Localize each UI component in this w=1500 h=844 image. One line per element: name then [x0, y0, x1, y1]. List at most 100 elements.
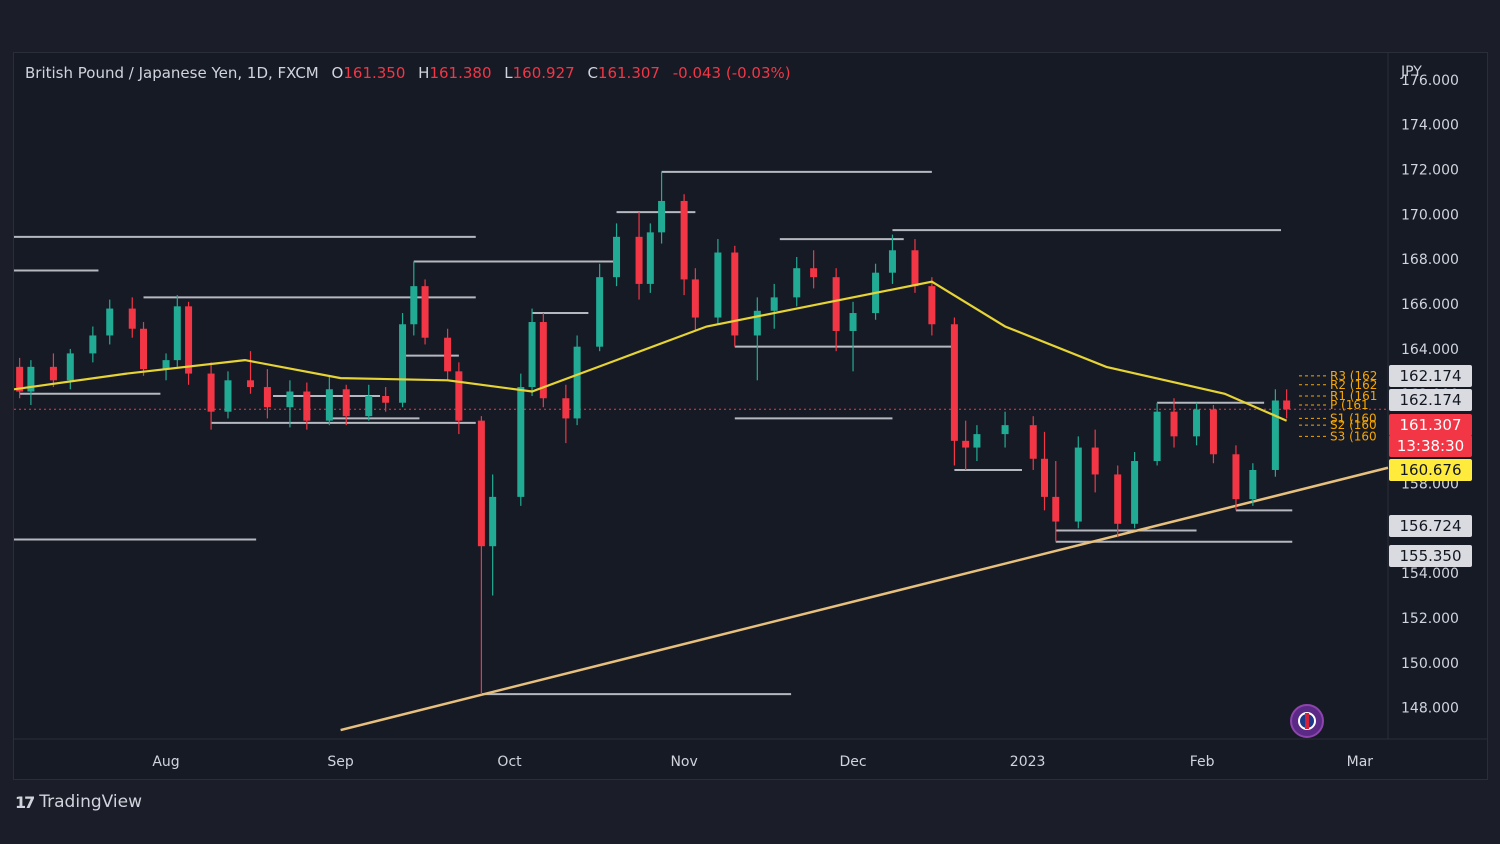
open-value: 161.350: [343, 64, 406, 82]
chart-panel[interactable]: R3 (162 R2 (162 R1 (161 P (161 S1 (160 S2 (16…: [13, 52, 1488, 780]
candle-body: [140, 328, 148, 370]
pivot-label: R3 (162: [1330, 369, 1377, 383]
y-tick-label: 166.000: [1401, 297, 1459, 313]
candle-body: [1193, 409, 1201, 437]
y-tick-label: 174.000: [1401, 118, 1459, 134]
last-price-tag: 161.307: [1389, 414, 1472, 436]
candle-body: [1131, 461, 1139, 524]
candle-body: [832, 277, 840, 331]
candle-body: [173, 306, 181, 361]
x-tick-label: 2023: [1010, 754, 1046, 770]
candle-body: [224, 380, 232, 412]
price-tag-support-2: 155.350: [1389, 545, 1472, 567]
y-tick-label: 176.000: [1401, 73, 1459, 89]
candle-body: [596, 277, 604, 347]
moving-average-line: [14, 280, 1288, 422]
candle-body: [421, 286, 429, 338]
candle-body: [1029, 425, 1037, 459]
candle-body: [489, 496, 497, 547]
candle-body: [162, 360, 170, 370]
candle-body: [1052, 496, 1060, 522]
candle-body: [106, 308, 114, 336]
y-tick-label: 154.000: [1401, 566, 1459, 582]
candle-body: [286, 391, 294, 408]
candle-body: [410, 286, 418, 325]
pivot-label: S3 (160: [1330, 429, 1377, 443]
x-tick-label: Sep: [327, 754, 354, 770]
candle-body: [928, 286, 936, 325]
pivot-label: S1 (160: [1330, 411, 1377, 425]
candle-body: [1091, 447, 1099, 475]
y-tick-label: 172.000: [1401, 163, 1459, 179]
candle-body: [365, 396, 373, 417]
candle-body: [1041, 458, 1048, 497]
tradingview-logo-text: TradingView: [39, 792, 142, 812]
candle-body: [247, 380, 255, 388]
price-tag-r-level-2: 162.174: [1389, 389, 1472, 411]
price-tag-r-level-1: 162.174: [1389, 365, 1472, 387]
y-tick-label: 170.000: [1401, 207, 1459, 223]
candle-body: [1074, 447, 1082, 522]
candle-body: [444, 337, 452, 372]
candle-body: [793, 268, 801, 298]
x-tick-label: Aug: [152, 754, 179, 770]
candle-body: [658, 200, 666, 233]
y-tick-label: 152.000: [1401, 611, 1459, 627]
candle-body: [49, 366, 57, 381]
candle-body: [573, 346, 581, 419]
candle-body: [477, 420, 485, 547]
y-tick-label: 150.000: [1401, 656, 1459, 672]
candle-body: [613, 236, 621, 278]
x-tick-label: Dec: [839, 754, 866, 770]
candle-body: [325, 389, 333, 421]
candle-body: [382, 396, 390, 403]
candle-body: [680, 200, 688, 280]
candle-body: [849, 313, 857, 331]
pivot-label: P (161: [1330, 398, 1369, 412]
candle-body: [16, 366, 24, 392]
low-value: 160.927: [512, 64, 575, 82]
pivot-label: S2 (160: [1330, 418, 1377, 432]
close-value: 161.307: [597, 64, 660, 82]
candle-body: [89, 335, 97, 354]
candle-body: [342, 389, 350, 417]
candle-body: [128, 308, 136, 329]
y-tick-label: 148.000: [1401, 701, 1459, 717]
candle-body: [1249, 469, 1257, 500]
candle-body: [691, 279, 699, 318]
tradingview-logo-icon: 17: [15, 792, 35, 812]
countdown-tag: 13:38:30: [1389, 435, 1472, 457]
candle-body: [1209, 409, 1217, 455]
candle-body: [185, 306, 193, 374]
pivot-label: R1 (161: [1330, 389, 1377, 403]
candle-body: [1283, 400, 1291, 410]
candle-body: [962, 440, 970, 448]
candle-body: [539, 322, 547, 399]
low-label: L: [504, 64, 513, 82]
candle-body: [950, 324, 958, 441]
candle-body: [753, 310, 761, 336]
tradingview-logo[interactable]: 17 TradingView: [15, 792, 142, 812]
candle-body: [562, 398, 570, 419]
candle-body: [263, 387, 271, 408]
candle-body: [455, 371, 463, 421]
candle-body: [646, 232, 654, 284]
x-tick-label: Oct: [497, 754, 522, 770]
candle-body: [1271, 400, 1279, 470]
uk-flag-icon[interactable]: [1290, 704, 1324, 738]
ascending-trendline: [340, 466, 1389, 732]
candle-body: [66, 353, 74, 381]
candle-body: [714, 252, 722, 318]
candle-body: [731, 252, 739, 336]
pivot-label: R2 (162: [1330, 378, 1377, 392]
candle-body: [1153, 411, 1161, 462]
candle-body: [1001, 425, 1009, 435]
candle-body: [303, 391, 311, 421]
candle-body: [911, 250, 919, 287]
candle-body: [1170, 411, 1178, 437]
y-tick-label: 164.000: [1401, 342, 1459, 358]
candle-body: [973, 434, 981, 448]
candle-body: [517, 387, 525, 497]
symbol-title[interactable]: British Pound / Japanese Yen, 1D, FXCM: [25, 64, 319, 82]
